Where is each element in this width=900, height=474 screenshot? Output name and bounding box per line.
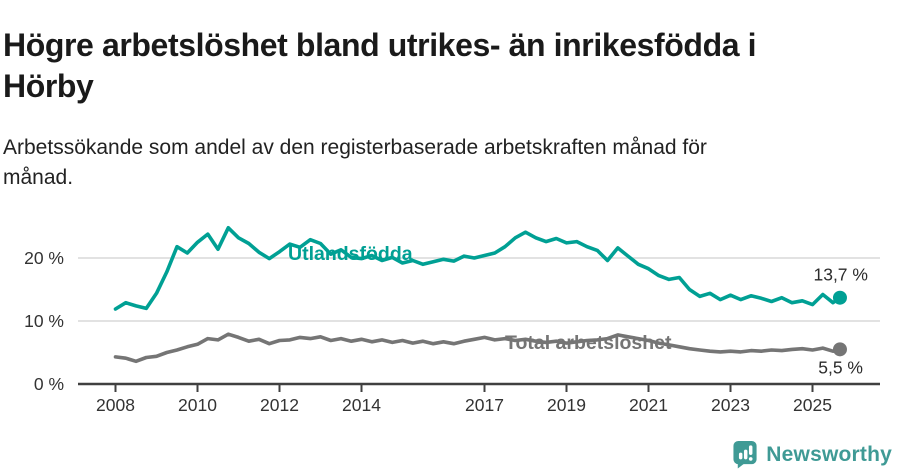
- x-tick-label-2014: 2014: [342, 395, 381, 415]
- y-tick-label-10: 10 %: [24, 311, 64, 331]
- brand-wordmark: Newsworthy: [766, 442, 892, 466]
- x-tick-label-2010: 2010: [178, 395, 217, 415]
- series-line-total-arbetsl-shet: [113, 332, 842, 364]
- subtitle-line-1: Arbetssökande som andel av den registerb…: [3, 136, 707, 159]
- subtitle-line-2: månad.: [3, 166, 74, 189]
- series-line-utlandsf-dda: [113, 226, 842, 311]
- end-value-label-total-arbetsl-shet: 5,5 %: [818, 357, 863, 377]
- x-tick-label-2023: 2023: [711, 395, 750, 415]
- end-dot-utlandsf-dda: [832, 290, 847, 305]
- x-tick-label-2025: 2025: [793, 395, 832, 415]
- newsworthy-branding: Newsworthy: [732, 440, 892, 469]
- newsworthy-speech-bubble-chart-icon: [733, 441, 757, 469]
- chart-subtitle: Arbetssökande som andel av den registerb…: [3, 133, 863, 193]
- x-tick-label-2019: 2019: [547, 395, 586, 415]
- title-line-1: Högre arbetslöshet bland utrikes- än inr…: [3, 27, 757, 64]
- x-tick-label-2008: 2008: [96, 395, 135, 415]
- end-value-label-utlandsf-dda: 13,7 %: [813, 265, 867, 285]
- end-dot-total-arbetsl-shet: [832, 342, 847, 357]
- series-label-total-arbetsl-shet: Total arbetslöshet: [505, 332, 672, 354]
- title-line-2: Hörby: [3, 68, 94, 105]
- page-title: Högre arbetslöshet bland utrikes- än inr…: [3, 25, 863, 107]
- x-tick-label-2021: 2021: [629, 395, 668, 415]
- x-tick-label-2017: 2017: [465, 395, 504, 415]
- y-tick-label-0: 0 %: [34, 374, 64, 394]
- x-tick-label-2012: 2012: [260, 395, 299, 415]
- y-tick-label-20: 20 %: [24, 248, 64, 268]
- series-label-utlandsf-dda: Utlandsfödda: [288, 243, 413, 265]
